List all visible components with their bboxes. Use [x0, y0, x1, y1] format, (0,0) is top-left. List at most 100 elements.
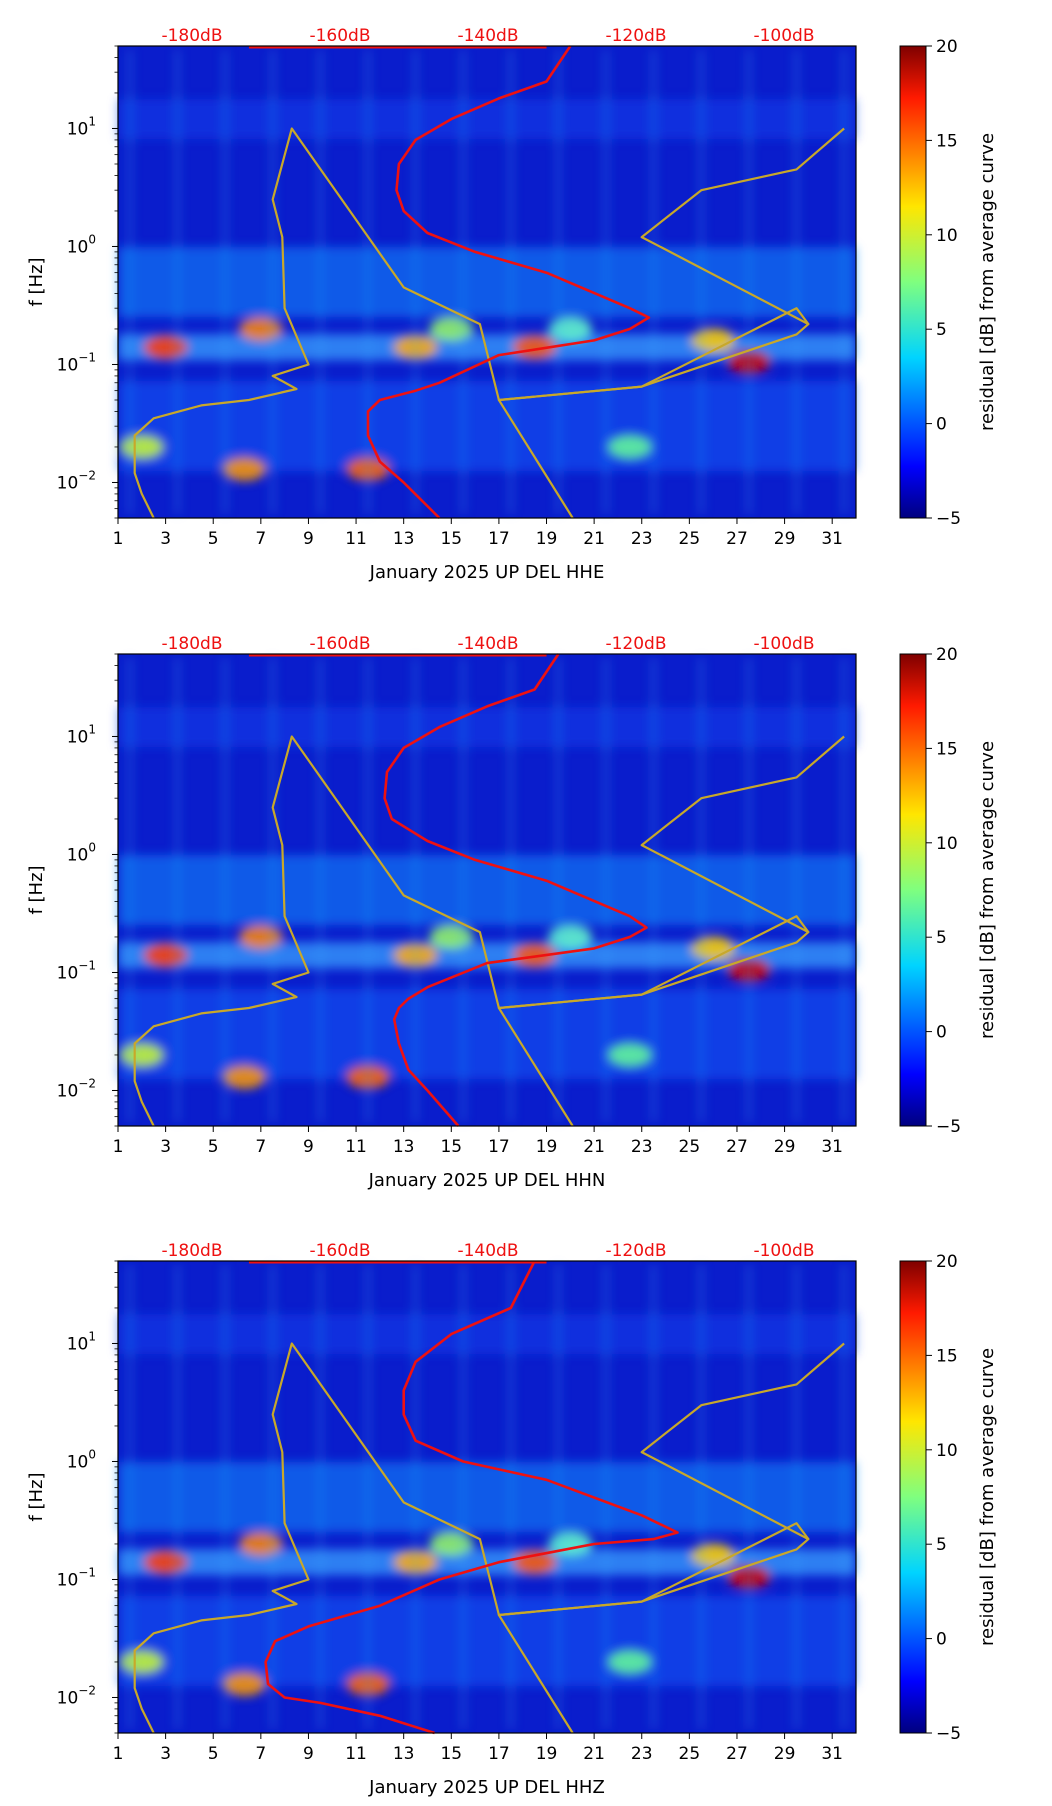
- x-tick-label: 19: [536, 1744, 558, 1764]
- series-layer: [133, 1260, 845, 1735]
- y-tick-label: 10−2: [57, 468, 96, 493]
- daily-stripe: [126, 1265, 133, 1729]
- daily-stripe: [317, 658, 324, 1122]
- reference-db-label: -100dB: [753, 26, 814, 46]
- x-tick-label: 11: [345, 1744, 367, 1764]
- colorbar-tick-label: 5: [936, 1535, 947, 1555]
- reference-db-label: -160dB: [309, 26, 370, 46]
- colorbar-tick-label: −5: [936, 1117, 961, 1137]
- energy-blob: [607, 1649, 652, 1674]
- series-layer: [133, 653, 845, 1127]
- y-tick-exponent: −1: [78, 958, 96, 972]
- colorbar-tick-label: 15: [936, 739, 958, 759]
- x-tick-label: 7: [255, 1137, 266, 1157]
- x-axis: 1 3 5 7 9 11 13 15 17 19 21 23 25 27 29 31: [113, 518, 843, 549]
- energy-blob: [238, 1531, 283, 1556]
- colorbar-tick-label: 10: [936, 834, 958, 854]
- spectral-band: [118, 989, 856, 1080]
- daily-stripe: [126, 658, 133, 1122]
- y-tick-exponent: 1: [88, 1329, 96, 1343]
- daily-stripe: [555, 50, 562, 514]
- colorbar-tick-label: 20: [936, 37, 958, 57]
- colorbar-ticks: −5 0 5 10 15 20: [926, 1252, 961, 1744]
- x-tick-label: 27: [726, 529, 748, 549]
- colorbar-tick-label: 15: [936, 1346, 958, 1366]
- y-tick-exponent: −2: [78, 468, 96, 482]
- colorbar-tick-label: −5: [936, 509, 961, 529]
- spectral-band: [118, 855, 856, 925]
- x-tick-label: 1: [113, 1137, 124, 1157]
- daily-stripe: [745, 1265, 752, 1729]
- x-tick-label: 31: [821, 529, 843, 549]
- x-tick-label: 17: [488, 1137, 510, 1157]
- y-tick-exponent: 0: [88, 1447, 96, 1461]
- x-tick-label: 29: [774, 529, 796, 549]
- series-line: [133, 127, 810, 519]
- spectrogram-texture: [118, 658, 856, 1122]
- colorbar-tick-label: 5: [936, 320, 947, 340]
- energy-blob: [691, 936, 736, 961]
- series-line: [264, 1260, 679, 1735]
- colorbar-tick-label: 10: [936, 1441, 958, 1461]
- spectral-band: [118, 1596, 856, 1687]
- x-axis: 1 3 5 7 9 11 13 15 17 19 21 23 25 27 29 31: [113, 1126, 843, 1157]
- x-tick-label: 15: [440, 1744, 462, 1764]
- daily-stripe: [460, 658, 467, 1122]
- reference-db-label: -120dB: [605, 634, 666, 654]
- energy-blob: [222, 1672, 267, 1697]
- y-tick-label: 100: [67, 1447, 96, 1472]
- reference-db-label: -120dB: [605, 26, 666, 46]
- x-tick-label: 1: [113, 529, 124, 549]
- x-tick-label: 5: [208, 529, 219, 549]
- y-tick-label: 10−1: [57, 1565, 96, 1590]
- energy-blob: [691, 328, 736, 353]
- reference-db-label: -180dB: [161, 1241, 222, 1261]
- y-tick-label: 10−1: [57, 958, 96, 983]
- y-axis-label: f [Hz]: [26, 257, 47, 306]
- colorbar: [899, 45, 927, 519]
- x-tick-label: 17: [488, 529, 510, 549]
- daily-stripe: [364, 50, 371, 514]
- series-line: [133, 735, 810, 1127]
- daily-stripe: [317, 50, 324, 514]
- colorbar-label: residual [dB] from average curve: [977, 133, 998, 431]
- y-tick-exponent: 1: [88, 722, 96, 736]
- colorbar-ticks: −5 0 5 10 15 20: [926, 37, 961, 529]
- daily-stripe: [174, 658, 181, 1122]
- energy-blob: [429, 316, 474, 341]
- x-tick-label: 17: [488, 1744, 510, 1764]
- spectrogram-texture: [118, 50, 856, 514]
- daily-stripe: [364, 658, 371, 1122]
- x-tick-label: 21: [583, 1137, 605, 1157]
- reference-db-label: -160dB: [309, 634, 370, 654]
- series-line: [497, 735, 845, 1127]
- daily-stripe: [222, 50, 229, 514]
- energy-blob: [548, 924, 593, 949]
- daily-stripe: [317, 1265, 324, 1729]
- x-tick-label: 21: [583, 1744, 605, 1764]
- reference-db-label: -100dB: [753, 634, 814, 654]
- energy-blob: [238, 924, 283, 949]
- energy-blob: [143, 1550, 188, 1575]
- y-tick-exponent: 0: [88, 840, 96, 854]
- y-tick-exponent: −2: [78, 1683, 96, 1697]
- reference-db-label: -140dB: [457, 634, 518, 654]
- energy-blob: [222, 457, 267, 482]
- daily-stripe: [269, 50, 276, 514]
- x-tick-label: 25: [679, 1744, 701, 1764]
- series-layer: [133, 45, 845, 519]
- x-tick-label: 11: [345, 1137, 367, 1157]
- x-tick-label: 27: [726, 1137, 748, 1157]
- reference-labels: -180dB -160dB -140dB -120dB -100dB: [161, 1241, 814, 1261]
- series-line: [497, 127, 845, 519]
- x-tick-label: 13: [393, 1744, 415, 1764]
- spectral-band: [118, 1314, 856, 1355]
- daily-stripe: [841, 50, 848, 514]
- x-tick-label: 23: [631, 529, 653, 549]
- x-tick-label: 31: [821, 1744, 843, 1764]
- daily-stripe: [793, 50, 800, 514]
- series-line: [366, 45, 651, 519]
- energy-blob: [119, 1649, 164, 1674]
- x-tick-label: 13: [393, 529, 415, 549]
